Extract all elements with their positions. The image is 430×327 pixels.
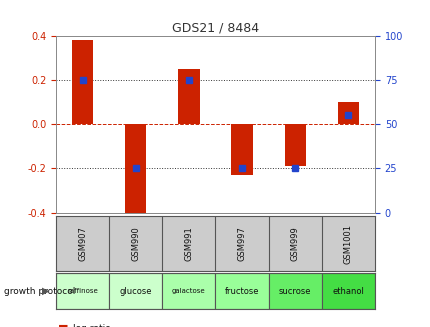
Bar <box>284 124 305 166</box>
Bar <box>72 41 93 124</box>
Text: fructose: fructose <box>224 286 259 296</box>
Text: ▶: ▶ <box>41 286 49 296</box>
Bar <box>178 69 199 124</box>
Bar <box>337 102 358 124</box>
Bar <box>268 273 321 309</box>
Text: GSM907: GSM907 <box>78 226 87 261</box>
Bar <box>321 273 374 309</box>
Text: GSM997: GSM997 <box>237 226 246 261</box>
Text: GSM1001: GSM1001 <box>343 224 352 264</box>
Bar <box>56 273 109 309</box>
Text: ethanol: ethanol <box>332 286 363 296</box>
Text: sucrose: sucrose <box>278 286 311 296</box>
Text: glucose: glucose <box>119 286 152 296</box>
Bar <box>215 273 268 309</box>
Bar <box>231 124 252 175</box>
Text: galactose: galactose <box>172 288 205 294</box>
Text: growth protocol: growth protocol <box>4 286 76 296</box>
Text: ■: ■ <box>58 324 68 327</box>
Title: GDS21 / 8484: GDS21 / 8484 <box>172 22 258 35</box>
Text: GSM999: GSM999 <box>290 226 299 261</box>
Text: log ratio: log ratio <box>73 324 111 327</box>
Text: GSM990: GSM990 <box>131 226 140 261</box>
Text: GSM991: GSM991 <box>184 226 193 261</box>
Text: raffinose: raffinose <box>67 288 98 294</box>
Bar <box>125 124 146 217</box>
Bar <box>162 273 215 309</box>
Bar <box>109 273 162 309</box>
